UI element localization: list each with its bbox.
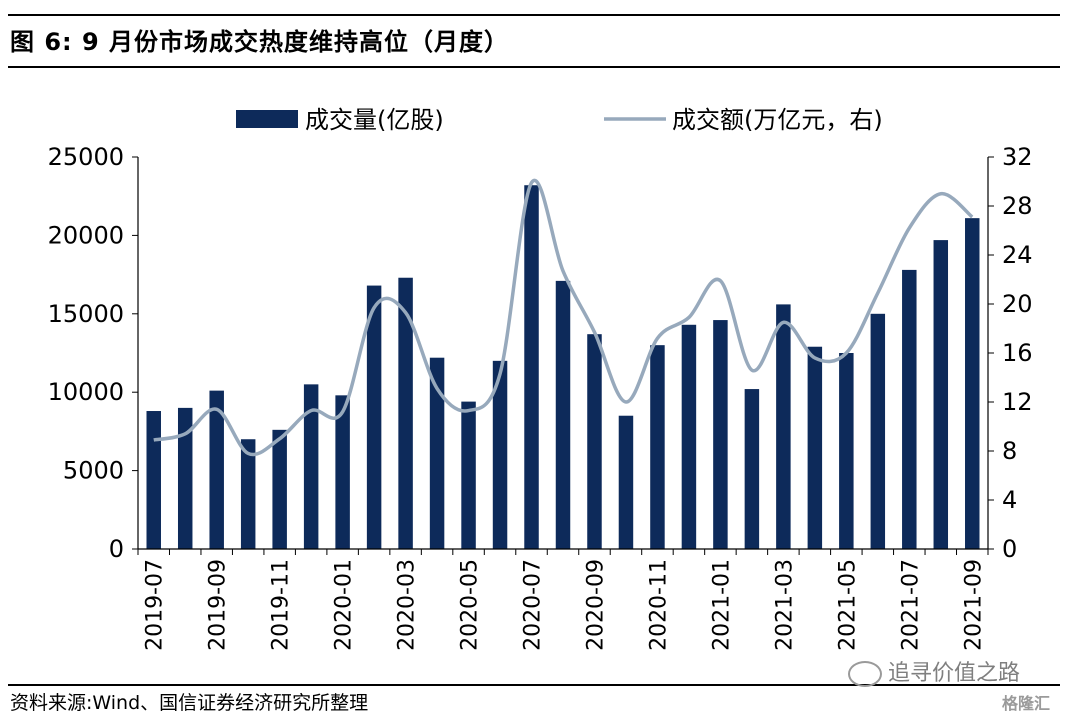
y-right-tick-label: 28 — [1002, 192, 1033, 220]
source-note: 资料来源:Wind、国信证券经济研究所整理 — [10, 692, 369, 714]
bar — [303, 384, 319, 549]
series-line-amount — [153, 178, 974, 457]
bar — [839, 353, 854, 549]
x-tick-label: 2021-03 — [772, 559, 797, 651]
bar — [272, 429, 287, 549]
y-right-tick-label: 20 — [1002, 290, 1033, 318]
watermark: 追寻价值之路 — [848, 655, 1020, 687]
page-title: 图 6: 9 月份市场成交热度维持高位（月度） — [10, 28, 510, 56]
x-tick-label: 2021-05 — [835, 559, 860, 651]
bottom-rule — [8, 684, 1060, 686]
bar — [965, 218, 980, 550]
x-tick-label: 2020-09 — [583, 559, 608, 651]
x-tick-label: 2021-09 — [961, 559, 986, 651]
watermark-text: 追寻价值之路 — [888, 661, 1021, 686]
y-left-tick-label: 25000 — [48, 143, 124, 171]
y-right-tick-label: 12 — [1002, 388, 1033, 416]
bar — [618, 415, 634, 549]
bar — [146, 411, 161, 549]
y-left-tick-label: 15000 — [48, 300, 124, 328]
bar — [240, 439, 256, 549]
bar — [461, 401, 476, 549]
x-tick-label: 2020-07 — [521, 559, 546, 651]
x-tick-label: 2019-11 — [269, 559, 294, 651]
x-tick-label: 2019-07 — [143, 559, 168, 651]
y-left-tick-label: 5000 — [63, 457, 124, 485]
bar — [933, 240, 949, 549]
bar — [587, 334, 602, 549]
legend-label-volume: 成交量(亿股) — [305, 106, 444, 134]
bar — [555, 280, 571, 549]
bar — [335, 395, 350, 549]
bar — [807, 346, 823, 549]
x-tick-label: 2020-01 — [332, 559, 357, 651]
bar — [681, 324, 697, 549]
x-tick-label: 2021-01 — [709, 559, 734, 651]
x-tick-label: 2020-05 — [458, 559, 483, 651]
x-tick-label: 2020-11 — [646, 559, 671, 651]
title-rule — [8, 66, 1060, 68]
x-tick-label: 2020-03 — [395, 559, 420, 651]
bar — [744, 389, 760, 549]
brand-logo: 格隆汇 — [1002, 694, 1051, 713]
bar — [398, 277, 413, 549]
bar — [776, 304, 791, 549]
bar — [870, 313, 886, 549]
y-right-tick-label: 32 — [1002, 143, 1033, 171]
y-right-tick-label: 0 — [1002, 535, 1017, 563]
x-tick-label: 2019-09 — [206, 559, 231, 651]
bar — [366, 285, 382, 549]
y-left-tick-label: 10000 — [48, 378, 124, 406]
bar — [902, 269, 917, 549]
bar — [650, 345, 665, 549]
legend-label-amount: 成交额(万亿元，右) — [672, 106, 883, 134]
bar — [492, 360, 508, 549]
top-rule — [8, 14, 1060, 16]
legend-swatch-volume — [236, 110, 298, 128]
y-left-tick-label: 20000 — [48, 221, 124, 249]
bar — [177, 407, 193, 549]
y-right-tick-label: 8 — [1002, 437, 1017, 465]
x-tick-label: 2021-07 — [898, 559, 923, 651]
y-right-tick-label: 4 — [1002, 486, 1017, 514]
y-right-tick-label: 24 — [1002, 241, 1033, 269]
y-left-tick-label: 0 — [109, 535, 124, 563]
wechat-icon — [848, 661, 882, 687]
bar — [713, 320, 728, 549]
y-right-tick-label: 16 — [1002, 339, 1033, 367]
bar — [524, 185, 539, 549]
bar — [429, 357, 445, 549]
bar — [209, 390, 224, 549]
